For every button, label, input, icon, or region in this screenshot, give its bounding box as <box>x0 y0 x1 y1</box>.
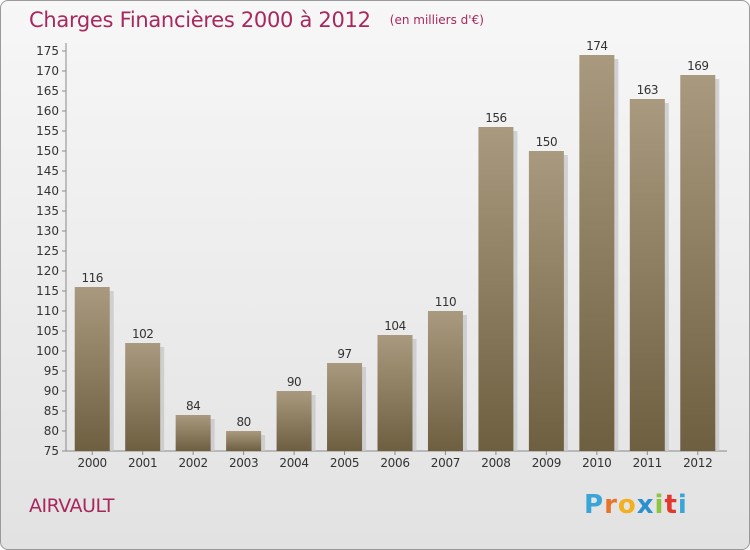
y-tick-label: 145 <box>36 164 59 178</box>
bar <box>528 151 564 451</box>
bar-value-label: 80 <box>236 415 250 429</box>
y-tick-label: 155 <box>36 124 59 138</box>
bar <box>377 335 413 451</box>
logo-letter: t <box>664 490 678 520</box>
y-tick-label: 105 <box>36 324 59 338</box>
bar-value-label: 174 <box>586 39 607 53</box>
x-tick-label: 2007 <box>431 456 460 470</box>
bar <box>175 415 211 451</box>
x-tick-label: 2012 <box>683 456 712 470</box>
x-tick-label: 2009 <box>532 456 561 470</box>
logo-letter: i <box>677 490 688 520</box>
bar <box>579 55 615 451</box>
y-tick-label: 135 <box>36 204 59 218</box>
bar-value-label: 169 <box>687 59 708 73</box>
x-tick-label: 2001 <box>128 456 157 470</box>
title-row: Charges Financières 2000 à 2012 (en mill… <box>29 8 484 32</box>
y-tick-label: 100 <box>36 344 59 358</box>
bar-value-label: 102 <box>132 327 153 341</box>
chart-subtitle: (en milliers d'€) <box>389 13 484 27</box>
bar-value-label: 163 <box>637 83 658 97</box>
bar <box>629 99 665 451</box>
proxiti-logo: Proxiti <box>584 490 688 520</box>
x-tick-label: 2008 <box>481 456 510 470</box>
y-tick-label: 175 <box>36 44 59 58</box>
logo-letter: x <box>636 490 655 520</box>
bar <box>680 75 716 451</box>
bar <box>327 363 363 451</box>
bar-value-label: 116 <box>82 271 103 285</box>
y-tick-label: 85 <box>44 404 59 418</box>
bar-value-label: 90 <box>287 375 301 389</box>
y-tick-label: 95 <box>44 364 59 378</box>
bar-value-label: 84 <box>186 399 200 413</box>
y-tick-label: 110 <box>36 304 59 318</box>
y-tick-label: 75 <box>44 444 59 458</box>
logo-letter: o <box>617 490 637 520</box>
y-tick-label: 160 <box>36 104 59 118</box>
x-tick-label: 2004 <box>279 456 308 470</box>
bar-value-label: 110 <box>435 295 456 309</box>
y-tick-label: 115 <box>36 284 59 298</box>
bar <box>427 311 463 451</box>
x-tick-label: 2006 <box>380 456 409 470</box>
bar <box>125 343 161 451</box>
x-tick-label: 2011 <box>633 456 662 470</box>
bar <box>276 391 312 451</box>
x-tick-label: 2010 <box>582 456 611 470</box>
bar <box>226 431 262 451</box>
y-tick-label: 125 <box>36 244 59 258</box>
y-tick-label: 80 <box>44 424 59 438</box>
bar <box>478 127 514 451</box>
y-tick-label: 165 <box>36 84 59 98</box>
place-name: AIRVAULT <box>29 495 115 517</box>
y-tick-label: 90 <box>44 384 59 398</box>
x-tick-label: 2002 <box>178 456 207 470</box>
bar-value-label: 97 <box>337 347 351 361</box>
x-tick-label: 2003 <box>229 456 258 470</box>
bar-value-label: 150 <box>536 135 557 149</box>
y-tick-label: 130 <box>36 224 59 238</box>
logo-letter: r <box>604 490 618 520</box>
y-tick-label: 150 <box>36 144 59 158</box>
bar-value-label: 104 <box>384 319 405 333</box>
y-tick-label: 120 <box>36 264 59 278</box>
bar <box>74 287 110 451</box>
logo-letter: P <box>584 490 605 520</box>
x-tick-label: 2005 <box>330 456 359 470</box>
bar-value-label: 156 <box>485 111 506 125</box>
x-tick-label: 2000 <box>78 456 107 470</box>
y-tick-label: 170 <box>36 64 59 78</box>
logo-letter: i <box>654 490 665 520</box>
y-tick-label: 140 <box>36 184 59 198</box>
chart-title: Charges Financières 2000 à 2012 <box>29 8 371 32</box>
